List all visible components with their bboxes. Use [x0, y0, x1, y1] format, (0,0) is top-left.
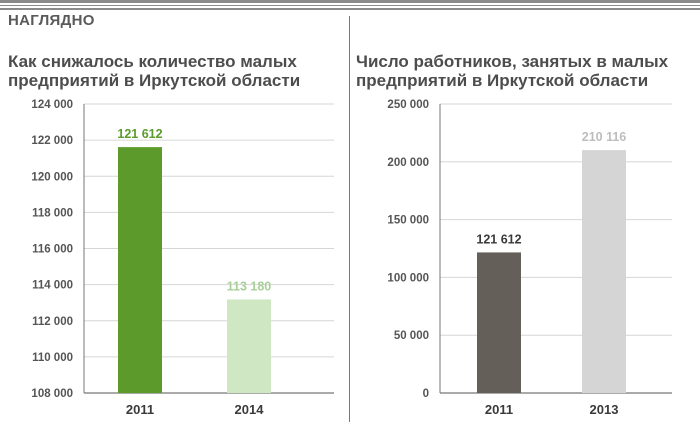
column-divider: [349, 16, 350, 422]
chart-2-bar-2011: [477, 252, 521, 393]
chart-2-title-line-2: предприятий в Иркутской области: [356, 71, 649, 90]
top-rule-medium: [0, 8, 700, 10]
chart-1-title: Как снижалось количество малых предприят…: [8, 52, 300, 90]
chart-1-y-tick-label: 114 000: [32, 280, 73, 292]
chart-1-data-label-2014: 113 180: [227, 279, 272, 293]
chart-2-y-tick-label: 0: [423, 388, 429, 400]
chart-1-bar-2011: [118, 147, 162, 393]
chart-2-x-tick-label: 2013: [590, 402, 619, 417]
chart-1-title-line-2: предприятий в Иркутской области: [8, 71, 301, 90]
chart-1-y-tick-label: 116 000: [32, 244, 73, 256]
chart-1-title-line-1: Как снижалось количество малых: [8, 52, 297, 71]
chart-1-y-tick-label: 118 000: [32, 207, 73, 219]
chart-2-data-label-2013: 210 116: [582, 130, 627, 144]
chart-1-y-tick-label: 110 000: [32, 352, 73, 364]
top-rule-thick: [0, 0, 700, 3]
chart-2-title-line-1: Число работников, занятых в малых: [356, 52, 669, 71]
chart-2-title: Число работников, занятых в малых предпр…: [356, 52, 668, 90]
chart-1-y-tick-label: 108 000: [31, 388, 73, 400]
chart-2-y-tick-label: 150 000: [387, 215, 429, 227]
chart-1-x-tick-label: 2011: [126, 402, 154, 417]
chart-1-y-tick-label: 122 000: [31, 135, 73, 147]
chart-2-y-tick-label: 200 000: [387, 157, 429, 169]
chart-1-y-tick-label: 112 000: [32, 316, 73, 328]
chart-2-y-tick-label: 50 000: [394, 330, 429, 342]
chart-1-y-tick-label: 124 000: [31, 99, 73, 111]
chart-2-data-label-2011: 121 612: [476, 232, 521, 246]
chart-1-bar-2014: [227, 299, 271, 393]
chart-1-y-tick-label: 120 000: [31, 171, 73, 183]
chart-2-y-tick-label: 250 000: [387, 99, 429, 111]
top-rule-thin: [0, 5, 700, 6]
chart-1-data-label-2011: 121 612: [117, 127, 162, 141]
chart-2-y-tick-label: 100 000: [387, 272, 429, 284]
chart-1-x-tick-label: 2014: [235, 402, 265, 417]
chart-2-x-tick-label: 2011: [485, 402, 513, 417]
chart-2-bar-2013: [582, 150, 626, 393]
section-label: НАГЛЯДНО: [8, 12, 95, 29]
